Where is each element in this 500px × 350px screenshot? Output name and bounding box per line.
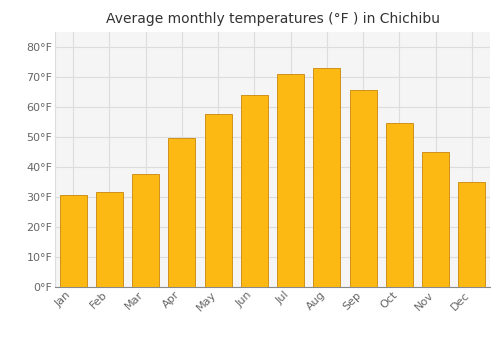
Bar <box>277 74 304 287</box>
Title: Average monthly temperatures (°F ) in Chichibu: Average monthly temperatures (°F ) in Ch… <box>106 12 440 26</box>
Bar <box>204 114 232 287</box>
Bar <box>96 192 123 287</box>
Bar <box>458 182 485 287</box>
Bar <box>241 94 268 287</box>
Bar <box>314 68 340 287</box>
Bar <box>386 123 413 287</box>
Bar <box>132 174 159 287</box>
Bar <box>168 138 196 287</box>
Bar <box>350 90 376 287</box>
Bar <box>422 152 449 287</box>
Bar <box>60 195 86 287</box>
